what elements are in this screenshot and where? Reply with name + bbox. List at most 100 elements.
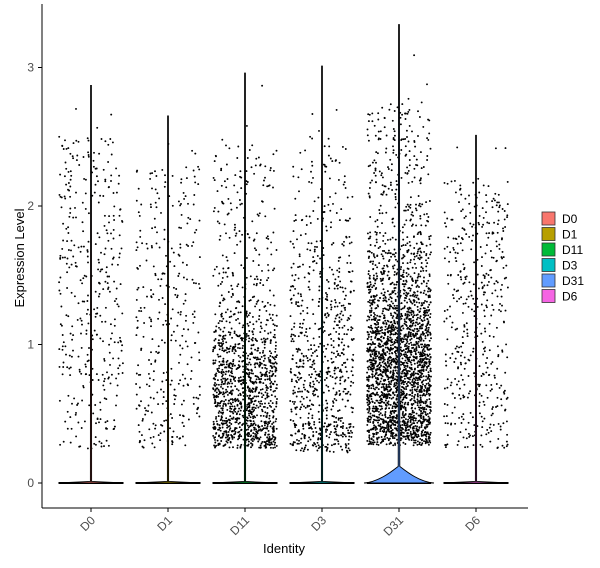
point xyxy=(76,404,79,406)
point xyxy=(113,318,116,321)
point xyxy=(426,311,429,314)
point xyxy=(366,383,369,386)
point xyxy=(301,299,304,302)
point xyxy=(214,313,217,316)
point xyxy=(153,446,156,449)
point xyxy=(254,366,257,369)
point xyxy=(231,372,234,375)
point xyxy=(385,426,388,429)
point xyxy=(226,382,229,385)
point xyxy=(376,368,379,371)
point xyxy=(94,443,97,446)
point xyxy=(388,396,391,399)
point xyxy=(302,386,305,389)
point xyxy=(233,223,236,226)
point xyxy=(414,262,416,265)
point xyxy=(182,425,185,428)
point xyxy=(104,178,107,181)
point xyxy=(246,424,249,427)
point xyxy=(87,322,90,325)
point xyxy=(195,282,197,285)
point xyxy=(367,315,369,318)
point xyxy=(428,339,431,342)
point xyxy=(82,384,85,387)
point xyxy=(147,404,150,407)
point xyxy=(347,302,350,305)
point xyxy=(249,390,252,393)
point xyxy=(88,374,91,377)
point xyxy=(91,338,94,341)
point xyxy=(138,386,141,389)
point xyxy=(78,368,81,371)
point xyxy=(406,275,408,278)
point xyxy=(215,383,218,386)
point xyxy=(374,357,377,360)
point xyxy=(154,427,157,430)
point xyxy=(312,313,315,316)
point xyxy=(290,340,293,343)
point xyxy=(393,264,396,267)
point xyxy=(158,298,160,301)
point xyxy=(335,433,338,436)
point xyxy=(334,192,337,195)
point xyxy=(374,331,376,334)
point xyxy=(424,411,427,414)
point xyxy=(198,393,201,396)
point xyxy=(403,322,406,325)
point xyxy=(73,397,76,400)
point xyxy=(272,435,274,438)
point xyxy=(384,325,387,328)
point xyxy=(75,107,77,110)
point xyxy=(349,425,352,428)
point xyxy=(408,159,411,161)
point xyxy=(169,383,172,386)
point xyxy=(415,388,418,391)
point xyxy=(170,379,173,382)
point xyxy=(116,263,119,266)
point xyxy=(231,389,234,392)
point xyxy=(349,393,352,396)
jitter-points xyxy=(58,54,509,484)
point xyxy=(225,433,228,436)
point xyxy=(338,409,341,412)
point xyxy=(412,293,415,296)
point xyxy=(120,247,123,250)
point xyxy=(308,384,311,387)
point xyxy=(344,308,347,311)
point xyxy=(330,243,333,246)
point xyxy=(301,326,304,329)
point xyxy=(426,262,429,265)
point xyxy=(401,420,404,423)
point xyxy=(273,207,276,210)
point xyxy=(410,341,412,344)
point xyxy=(405,339,408,342)
point xyxy=(152,265,155,268)
point xyxy=(341,286,344,289)
point xyxy=(255,284,258,287)
point xyxy=(406,354,408,357)
point xyxy=(375,161,377,164)
point xyxy=(228,236,231,239)
point xyxy=(150,295,153,298)
point xyxy=(149,203,152,206)
point xyxy=(290,285,293,288)
point xyxy=(385,421,388,424)
point xyxy=(410,383,413,386)
point xyxy=(158,311,161,314)
point xyxy=(341,338,344,341)
point xyxy=(251,339,254,342)
point xyxy=(402,280,405,282)
point xyxy=(422,379,425,382)
point xyxy=(346,399,349,402)
point xyxy=(138,440,141,442)
point xyxy=(233,332,236,335)
point xyxy=(239,380,242,383)
point xyxy=(233,252,236,255)
point xyxy=(401,349,404,352)
point xyxy=(377,322,380,324)
point xyxy=(214,401,217,404)
point xyxy=(66,271,69,274)
point xyxy=(422,292,425,295)
point xyxy=(422,375,425,378)
point xyxy=(403,305,406,308)
